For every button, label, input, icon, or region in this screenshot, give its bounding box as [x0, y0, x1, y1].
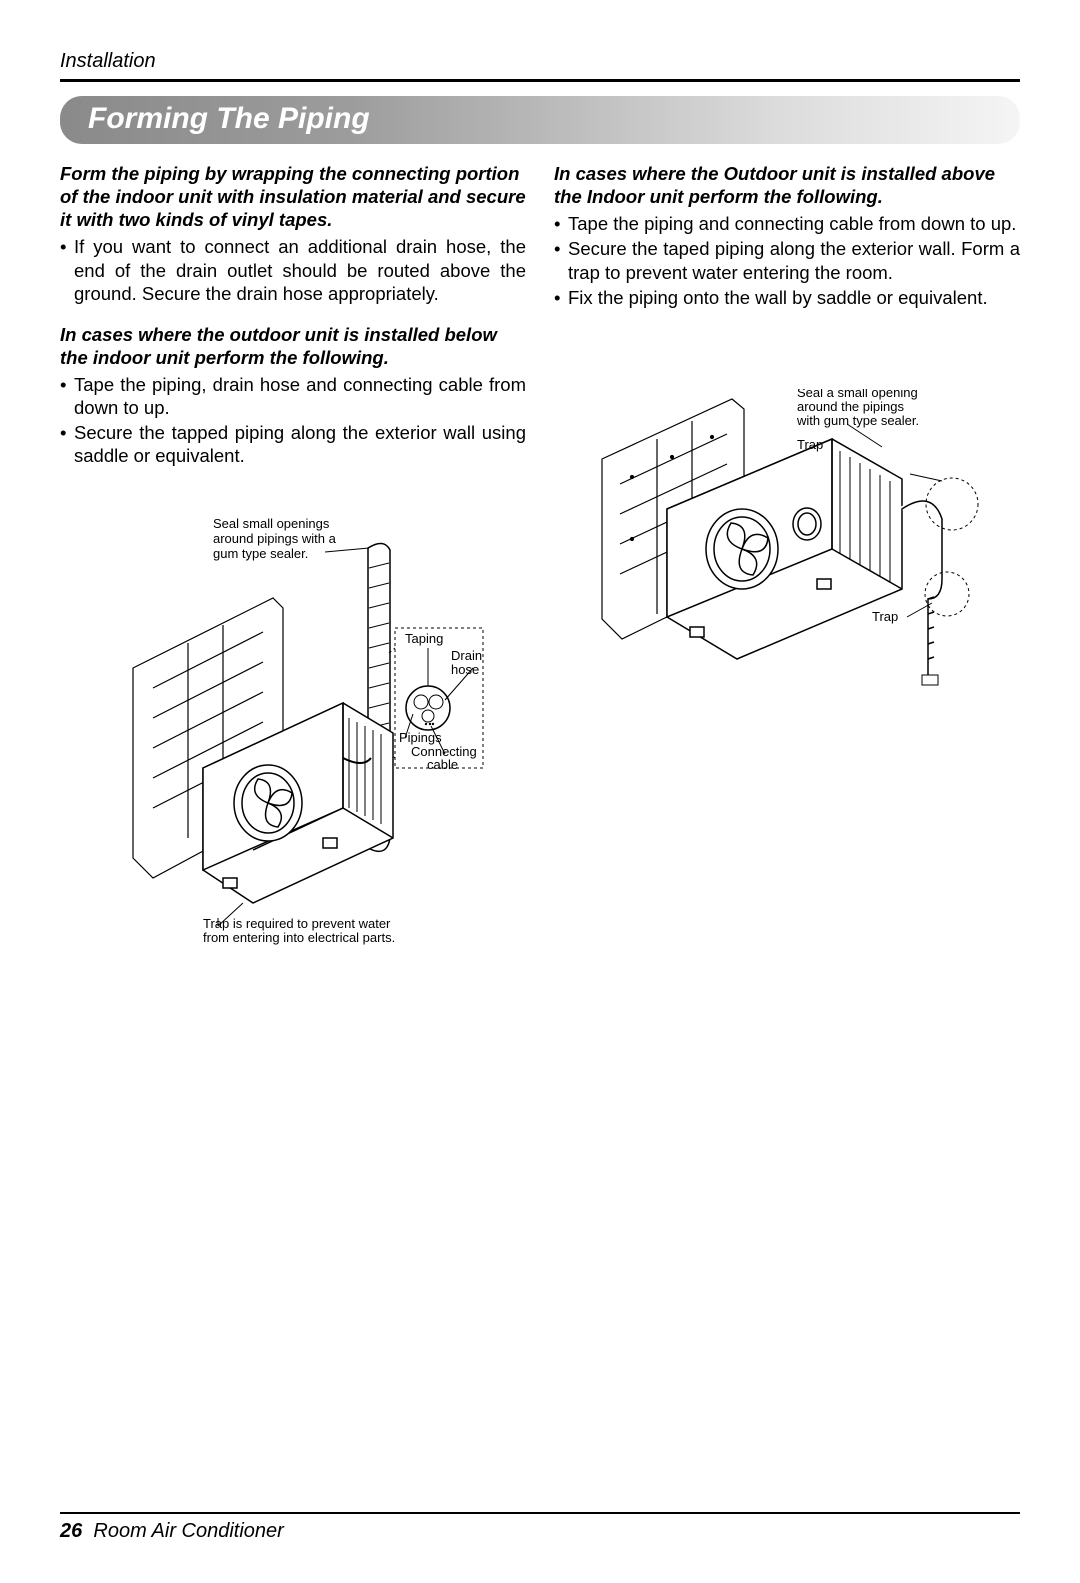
fig-label: around the pipings: [797, 399, 904, 414]
page-number: 26: [60, 1520, 82, 1542]
fig-label: Trap: [872, 609, 898, 624]
footer: 26 Room Air Conditioner: [60, 1512, 1020, 1543]
list-item: Tape the piping and connecting cable fro…: [554, 212, 1020, 235]
list-item: Tape the piping, drain hose and connecti…: [60, 373, 526, 419]
left-lead: Form the piping by wrapping the connecti…: [60, 162, 526, 231]
fig-label: Seal small openings: [213, 516, 330, 531]
left-bullets-1: If you want to connect an additional dra…: [60, 235, 526, 304]
left-bullets-2: Tape the piping, drain hose and connecti…: [60, 373, 526, 468]
left-column: Form the piping by wrapping the connecti…: [60, 162, 526, 948]
fig-label: Trap: [797, 437, 823, 452]
outdoor-unit-above-diagram: Seal a small opening around the pipings …: [572, 389, 1002, 699]
list-item: Secure the tapped piping along the exter…: [60, 421, 526, 467]
fig-label: from entering into electrical parts.: [203, 930, 395, 945]
fig-label: gum type sealer.: [213, 546, 308, 561]
fig-label: around pipings with a: [213, 531, 337, 546]
fig-label: hose: [451, 662, 479, 677]
fig-label: with gum type sealer.: [796, 413, 919, 428]
fig-label: Pipings: [399, 730, 442, 745]
list-item: If you want to connect an additional dra…: [60, 235, 526, 304]
right-bullets: Tape the piping and connecting cable fro…: [554, 212, 1020, 309]
header-rule: [60, 79, 1020, 82]
right-column: In cases where the Outdoor unit is insta…: [554, 162, 1020, 948]
page-title: Forming The Piping: [88, 102, 370, 135]
title-bar: Forming The Piping: [60, 96, 1020, 144]
fig-label: Taping: [405, 631, 443, 646]
left-subhead: In cases where the outdoor unit is insta…: [60, 323, 526, 369]
list-item: Fix the piping onto the wall by saddle o…: [554, 286, 1020, 309]
footer-text: 26 Room Air Conditioner: [60, 1520, 1020, 1543]
list-item: Secure the taped piping along the exteri…: [554, 237, 1020, 283]
outdoor-unit-below-diagram: Seal small openings around pipings with …: [93, 508, 493, 948]
fig-label: Trap is required to prevent water: [203, 916, 391, 931]
fig-label: cable: [427, 757, 458, 772]
figure-right: Seal a small opening around the pipings …: [554, 389, 1020, 699]
footer-rule: [60, 1512, 1020, 1514]
header: Installation: [60, 50, 1020, 82]
section-label: Installation: [60, 50, 1020, 73]
content-columns: Form the piping by wrapping the connecti…: [60, 162, 1020, 948]
figure-left: Seal small openings around pipings with …: [60, 508, 526, 948]
right-lead: In cases where the Outdoor unit is insta…: [554, 162, 1020, 208]
footer-title: Room Air Conditioner: [93, 1520, 283, 1542]
fig-label: Drain: [451, 648, 482, 663]
